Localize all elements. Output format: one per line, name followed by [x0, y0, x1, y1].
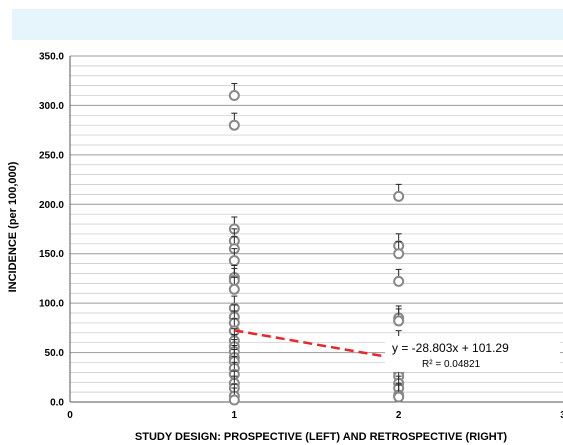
y-tick-label: 150.0: [39, 249, 64, 260]
data-point: [228, 394, 240, 406]
y-axis-title: INCIDENCE (per 100,000): [7, 161, 19, 292]
data-points: [228, 83, 405, 406]
data-point: [393, 275, 405, 287]
y-tick-label: 0.0: [50, 398, 64, 409]
data-point: [228, 119, 240, 131]
data-point: [393, 391, 405, 403]
header-banner: [12, 9, 563, 40]
data-point: [228, 90, 240, 102]
data-point: [393, 315, 405, 327]
data-point: [228, 255, 240, 267]
x-tick-label: 1: [232, 410, 238, 421]
trendline: [234, 329, 399, 361]
equation-box: y = -28.803x + 101.29 R² = 0.04821: [385, 336, 560, 372]
x-tick-labels: 0 1 2 3: [67, 410, 563, 421]
y-tick-label: 200.0: [39, 200, 64, 211]
y-tick-label: 100.0: [39, 299, 64, 310]
x-axis-title: STUDY DESIGN: PROSPECTIVE (LEFT) AND RET…: [135, 431, 508, 443]
data-point: [228, 283, 240, 295]
y-tick-label: 250.0: [39, 150, 64, 161]
y-tick-label: 50.0: [45, 348, 65, 359]
x-tick-label: 2: [396, 410, 402, 421]
r-squared-label: R² = 0.04821: [422, 359, 481, 370]
trendline-equation: y = -28.803x + 101.29: [392, 341, 509, 355]
y-tick-label: 300.0: [39, 101, 64, 112]
y-tick-label: 350.0: [39, 52, 64, 63]
y-tick-labels: 0.0 50.0 100.0 150.0 200.0 250.0 300.0 350.0: [39, 52, 64, 409]
x-tick-label: 0: [67, 410, 73, 421]
x-tick-label: 3: [560, 410, 563, 421]
data-point: [393, 248, 405, 260]
data-point: [393, 190, 405, 202]
grid-lines: [70, 55, 563, 403]
